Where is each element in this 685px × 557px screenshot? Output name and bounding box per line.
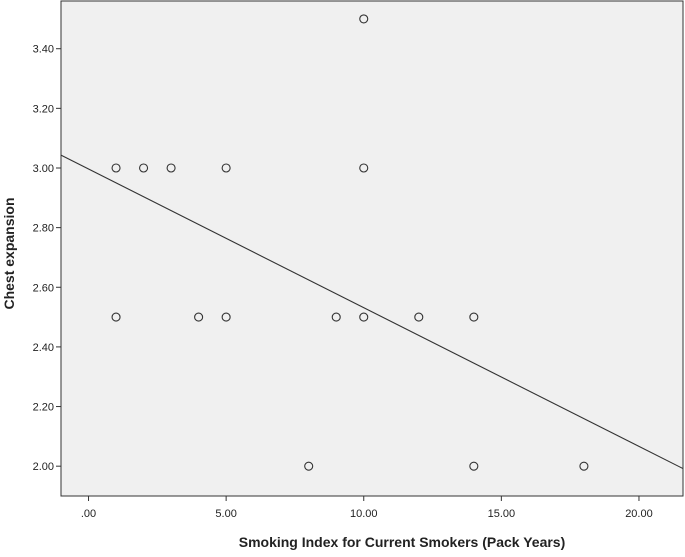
x-axis: .00 5.00 10.00 15.00 20.00 <box>81 496 653 520</box>
data-point <box>139 163 149 173</box>
y-tick-label: 2.80 <box>33 223 54 235</box>
data-point <box>166 163 176 173</box>
y-tick-label: 3.20 <box>33 103 54 115</box>
y-axis-title: Chest expansion <box>1 197 17 309</box>
data-point <box>359 163 369 173</box>
data-point <box>111 312 121 322</box>
plot-area <box>60 0 684 497</box>
y-tick-label: 3.00 <box>33 163 54 175</box>
x-tick-label: 15.00 <box>488 508 516 520</box>
y-tick-label: 2.00 <box>33 461 54 473</box>
data-point <box>331 312 341 322</box>
fit-line <box>60 154 684 470</box>
x-tick-label: .00 <box>81 508 96 520</box>
data-point <box>221 312 231 322</box>
data-point <box>359 312 369 322</box>
data-point <box>111 163 121 173</box>
y-tick-label: 3.40 <box>33 44 54 56</box>
data-point <box>469 461 479 471</box>
y-tick-label: 2.60 <box>33 282 54 294</box>
data-point <box>469 312 479 322</box>
x-tick-label: 20.00 <box>625 508 653 520</box>
data-point <box>359 14 369 24</box>
x-tick-label: 5.00 <box>215 508 236 520</box>
data-point <box>221 163 231 173</box>
data-point <box>304 461 314 471</box>
fit-line-group <box>60 154 684 470</box>
x-axis-title: Smoking Index for Current Smokers (Pack … <box>239 534 566 550</box>
data-point <box>579 461 589 471</box>
y-axis: 2.00 2.20 2.40 2.60 2.80 3.00 3.20 3.40 <box>33 44 61 473</box>
data-point <box>414 312 424 322</box>
y-tick-label: 2.20 <box>33 402 54 414</box>
y-tick-label: 2.40 <box>33 342 54 354</box>
x-tick-label: 10.00 <box>350 508 378 520</box>
data-point <box>194 312 204 322</box>
data-points <box>111 14 589 471</box>
